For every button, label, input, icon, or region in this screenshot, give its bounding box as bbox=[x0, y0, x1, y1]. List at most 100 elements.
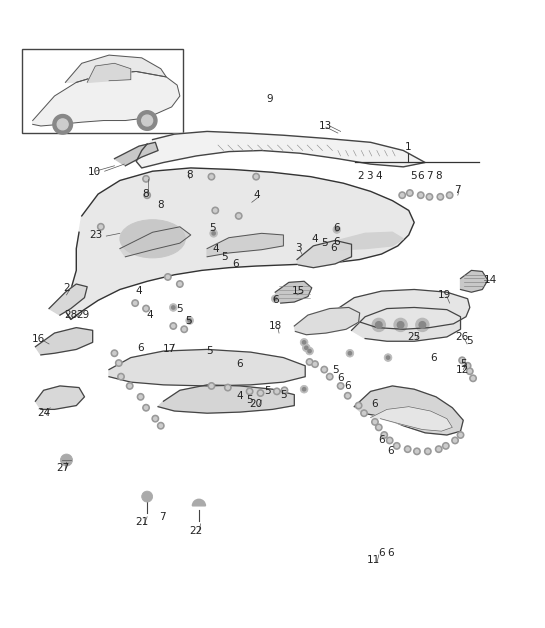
Circle shape bbox=[346, 394, 349, 398]
Text: 12: 12 bbox=[456, 365, 469, 374]
Circle shape bbox=[461, 359, 464, 362]
Circle shape bbox=[154, 417, 157, 420]
Circle shape bbox=[386, 437, 393, 444]
Text: 18: 18 bbox=[269, 321, 282, 331]
Text: 24: 24 bbox=[37, 408, 50, 418]
Circle shape bbox=[158, 423, 164, 429]
Circle shape bbox=[399, 192, 405, 198]
Circle shape bbox=[426, 450, 429, 453]
Text: 16: 16 bbox=[32, 333, 45, 344]
Circle shape bbox=[426, 193, 433, 200]
Circle shape bbox=[144, 307, 148, 310]
Circle shape bbox=[128, 384, 131, 387]
Circle shape bbox=[444, 444, 447, 448]
Circle shape bbox=[117, 362, 120, 365]
Circle shape bbox=[459, 433, 462, 436]
Circle shape bbox=[237, 214, 240, 217]
Circle shape bbox=[388, 439, 391, 442]
Circle shape bbox=[126, 382, 133, 389]
Circle shape bbox=[226, 386, 229, 389]
Text: 4: 4 bbox=[136, 286, 142, 296]
Circle shape bbox=[53, 114, 72, 134]
Circle shape bbox=[404, 446, 411, 452]
Circle shape bbox=[437, 448, 440, 451]
Text: 4: 4 bbox=[254, 190, 261, 200]
Circle shape bbox=[210, 229, 217, 237]
Circle shape bbox=[116, 360, 122, 366]
Text: 8: 8 bbox=[186, 170, 193, 180]
Polygon shape bbox=[338, 232, 403, 250]
Circle shape bbox=[139, 395, 142, 399]
Circle shape bbox=[257, 390, 264, 396]
Text: 8: 8 bbox=[143, 189, 149, 199]
Circle shape bbox=[337, 382, 344, 389]
Circle shape bbox=[401, 193, 404, 197]
Text: 6: 6 bbox=[378, 548, 385, 558]
Text: 6: 6 bbox=[387, 548, 393, 558]
Text: 4: 4 bbox=[376, 171, 382, 181]
Circle shape bbox=[248, 390, 251, 393]
Text: 6: 6 bbox=[344, 381, 351, 391]
Text: 5: 5 bbox=[321, 238, 328, 248]
Circle shape bbox=[118, 374, 124, 380]
Polygon shape bbox=[275, 281, 312, 303]
Circle shape bbox=[132, 300, 138, 306]
Polygon shape bbox=[136, 131, 425, 168]
Circle shape bbox=[188, 319, 191, 322]
Text: 9: 9 bbox=[267, 94, 273, 104]
Circle shape bbox=[142, 491, 153, 502]
Circle shape bbox=[302, 341, 306, 344]
Text: 5: 5 bbox=[460, 359, 467, 369]
Circle shape bbox=[437, 193, 444, 200]
Text: 22: 22 bbox=[190, 526, 203, 536]
Circle shape bbox=[435, 446, 442, 452]
Text: 23: 23 bbox=[89, 230, 102, 240]
Text: 5: 5 bbox=[209, 223, 216, 233]
Circle shape bbox=[275, 390, 278, 393]
Circle shape bbox=[313, 362, 317, 365]
Circle shape bbox=[113, 352, 116, 355]
Text: 5: 5 bbox=[246, 395, 253, 405]
Bar bbox=[22, 48, 183, 133]
Polygon shape bbox=[65, 168, 414, 320]
Circle shape bbox=[225, 384, 231, 391]
Text: 5: 5 bbox=[280, 389, 287, 399]
Text: 17: 17 bbox=[162, 344, 175, 354]
Text: 6: 6 bbox=[237, 359, 243, 369]
Polygon shape bbox=[35, 386, 84, 409]
Circle shape bbox=[186, 317, 193, 324]
Text: 14: 14 bbox=[484, 275, 497, 285]
Text: 3: 3 bbox=[295, 242, 301, 252]
Text: 6: 6 bbox=[417, 171, 424, 181]
Circle shape bbox=[414, 448, 420, 455]
Circle shape bbox=[159, 424, 162, 428]
Text: 1: 1 bbox=[404, 141, 411, 151]
Text: 5: 5 bbox=[467, 336, 473, 346]
Circle shape bbox=[60, 454, 72, 466]
Text: 15: 15 bbox=[292, 286, 305, 296]
Circle shape bbox=[144, 406, 148, 409]
Text: 6: 6 bbox=[337, 373, 344, 383]
Circle shape bbox=[408, 192, 411, 195]
Text: 28: 28 bbox=[64, 310, 77, 320]
Circle shape bbox=[448, 193, 451, 197]
Circle shape bbox=[143, 305, 149, 312]
Circle shape bbox=[166, 275, 169, 279]
Text: 6: 6 bbox=[232, 259, 239, 269]
Text: 4: 4 bbox=[237, 391, 243, 401]
Circle shape bbox=[152, 415, 159, 422]
Text: 2: 2 bbox=[358, 171, 364, 181]
Circle shape bbox=[373, 420, 377, 423]
Polygon shape bbox=[461, 271, 488, 292]
Circle shape bbox=[459, 357, 465, 364]
Polygon shape bbox=[65, 55, 166, 82]
Circle shape bbox=[212, 232, 215, 235]
Polygon shape bbox=[354, 386, 463, 435]
Polygon shape bbox=[338, 290, 470, 329]
Circle shape bbox=[470, 375, 476, 382]
Circle shape bbox=[415, 450, 419, 453]
Circle shape bbox=[306, 359, 313, 365]
Circle shape bbox=[377, 426, 380, 429]
Circle shape bbox=[274, 297, 277, 300]
Circle shape bbox=[259, 391, 262, 394]
